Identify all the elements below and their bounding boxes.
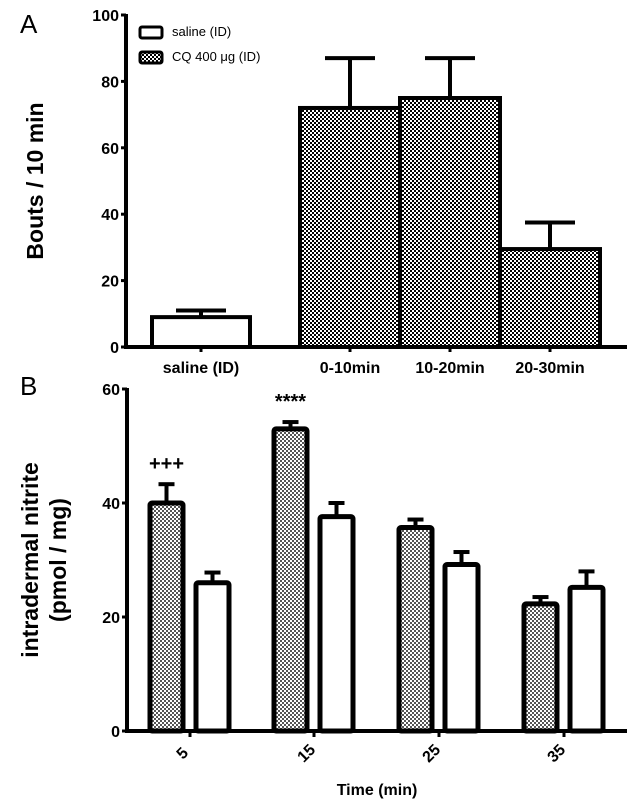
panel-b-y-axis-label-line1: intradermal nitrite xyxy=(17,462,43,658)
panel-a-y-tick-label: 0 xyxy=(110,340,119,357)
panel-b: B intradermal nitrite (pmol / mg) 0 20 40 6… xyxy=(17,371,627,799)
panel-a-bar xyxy=(298,105,402,349)
panel-b-significance-annotation: **** xyxy=(275,391,306,413)
panel-a: A Bouts / 10 min 0 20 40 60 80 100 saline (ID)… xyxy=(20,8,627,377)
panel-b-y-tick-label: 60 xyxy=(102,382,120,399)
panel-b-bar xyxy=(521,601,560,734)
panel-b-bar xyxy=(396,525,435,734)
panel-a-bar xyxy=(398,96,502,349)
panel-a-bar xyxy=(150,315,252,349)
panel-b-x-tick-label: 5 xyxy=(174,745,192,763)
panel-a-letter: A xyxy=(20,9,38,39)
panel-a-x-tick-label: 0-10min xyxy=(320,360,380,377)
panel-b-y-tick-label: 40 xyxy=(102,496,120,513)
panel-b-bar xyxy=(271,426,310,734)
panel-b-y-tick-label: 20 xyxy=(102,610,120,627)
panel-b-bar xyxy=(317,514,356,734)
panel-b-y-tick-label: 0 xyxy=(111,724,120,741)
legend-label-saline: saline (ID) xyxy=(172,24,231,39)
panel-a-y-tick-label: 80 xyxy=(101,74,119,91)
panel-a-bars xyxy=(150,56,602,349)
panel-a-y-tick-label: 60 xyxy=(101,141,119,158)
panel-a-x-tick-label: 20-30min xyxy=(515,360,584,377)
panel-a-x-tick-label: 10-20min xyxy=(415,360,484,377)
panel-b-y-axis-label-line2: (pmol / mg) xyxy=(45,498,71,622)
panel-b-bar xyxy=(442,562,481,734)
panel-b-bar xyxy=(147,500,186,734)
panel-b-letter: B xyxy=(20,371,37,401)
panel-b-x-axis-label: Time (min) xyxy=(337,782,418,799)
panel-b-bar xyxy=(567,584,606,734)
panel-a-bar xyxy=(498,247,602,349)
legend-swatch-cq xyxy=(138,50,164,65)
legend-swatch-saline xyxy=(138,25,164,40)
panel-a-x-tick-label: saline (ID) xyxy=(163,360,239,377)
panel-a-y-tick-label: 20 xyxy=(101,274,119,291)
panel-a-y-tick-label: 40 xyxy=(101,207,119,224)
panel-a-y-tick-label: 100 xyxy=(92,8,119,25)
panel-a-y-axis-label: Bouts / 10 min xyxy=(22,102,48,259)
panel-b-bars: +++ **** xyxy=(147,391,606,734)
panel-b-x-tick-label: 25 xyxy=(420,741,445,766)
panel-b-x-tick-label: 15 xyxy=(295,741,320,766)
panel-b-significance-annotation: +++ xyxy=(149,453,184,475)
panel-a-legend: saline (ID) CQ 400 μg (ID) xyxy=(138,24,260,65)
legend-label-cq: CQ 400 μg (ID) xyxy=(172,49,260,64)
panel-b-bar xyxy=(193,580,232,734)
panel-b-x-tick-label: 35 xyxy=(545,741,570,766)
